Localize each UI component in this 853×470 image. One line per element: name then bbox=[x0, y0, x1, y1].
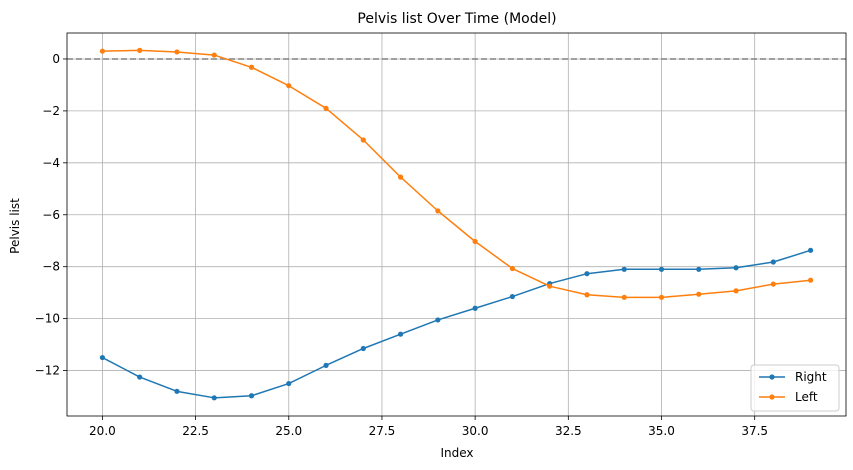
data-point-right bbox=[435, 317, 441, 323]
x-tick-label: 30.0 bbox=[462, 424, 489, 438]
y-tick-label: −6 bbox=[42, 208, 60, 222]
data-point-right bbox=[509, 293, 516, 300]
data-point-left bbox=[807, 277, 814, 283]
x-tick-label: 25.0 bbox=[275, 424, 302, 438]
x-tick-label: 37.5 bbox=[741, 424, 768, 438]
data-point-left bbox=[770, 281, 776, 287]
data-point-left bbox=[435, 208, 441, 214]
legend-label-right: Right bbox=[795, 370, 827, 384]
legend-marker-left bbox=[769, 394, 775, 400]
grid bbox=[67, 33, 846, 416]
data-point-right bbox=[733, 265, 739, 271]
data-point-left bbox=[472, 238, 478, 245]
data-point-right bbox=[211, 395, 217, 401]
data-point-right bbox=[248, 393, 255, 399]
y-tick-label: −12 bbox=[35, 364, 60, 378]
data-point-left bbox=[323, 105, 329, 111]
data-point-right bbox=[397, 331, 404, 337]
data-point-left bbox=[174, 49, 180, 55]
data-point-right bbox=[137, 374, 143, 380]
data-point-right bbox=[99, 354, 106, 361]
data-point-right bbox=[323, 362, 329, 368]
series-layer bbox=[99, 47, 814, 401]
plot-frame bbox=[66, 32, 847, 417]
data-point-left bbox=[696, 291, 702, 297]
x-tick-label: 22.5 bbox=[182, 424, 209, 438]
data-point-right bbox=[472, 305, 478, 311]
data-point-right bbox=[770, 259, 776, 265]
x-tick-label: 20.0 bbox=[89, 424, 116, 438]
y-tick-label: 0 bbox=[52, 52, 60, 66]
x-axis-label: Index bbox=[440, 446, 473, 460]
y-tick-label: −2 bbox=[42, 104, 60, 118]
data-point-right bbox=[658, 266, 665, 272]
legend: Right Left bbox=[750, 364, 840, 412]
data-point-right bbox=[360, 345, 366, 352]
data-point-right bbox=[696, 266, 702, 272]
data-point-right bbox=[286, 380, 292, 387]
series-line-left bbox=[102, 49, 811, 299]
y-tick-label: −10 bbox=[35, 312, 60, 326]
y-tick-label: −8 bbox=[42, 260, 60, 274]
x-axis-ticks: 20.0 22.5 25.0 27.5 30.0 32.5 35.0 37.5 bbox=[89, 416, 768, 438]
data-point-left bbox=[211, 52, 217, 58]
data-point-left bbox=[584, 292, 590, 298]
chart-title: Pelvis list Over Time (Model) bbox=[357, 11, 556, 27]
data-point-left bbox=[658, 294, 665, 300]
data-point-right bbox=[807, 247, 814, 253]
data-point-left bbox=[248, 64, 255, 70]
data-point-left bbox=[286, 83, 292, 89]
data-point-left bbox=[397, 174, 404, 180]
x-tick-label: 27.5 bbox=[369, 424, 396, 438]
data-point-right bbox=[174, 388, 180, 394]
legend-label-left: Left bbox=[795, 390, 818, 404]
data-point-right bbox=[584, 271, 590, 277]
x-tick-label: 32.5 bbox=[555, 424, 582, 438]
x-tick-label: 35.0 bbox=[648, 424, 675, 438]
data-point-left bbox=[137, 47, 143, 53]
legend-marker-right bbox=[769, 374, 775, 380]
y-axis-label: Pelvis list bbox=[8, 198, 22, 254]
data-point-left bbox=[621, 294, 627, 300]
y-axis-ticks: 0 −2 −4 −6 −8 −10 −12 bbox=[35, 52, 67, 378]
data-point-left bbox=[360, 137, 366, 143]
data-point-left bbox=[547, 283, 553, 289]
series-line-right bbox=[102, 249, 811, 399]
y-tick-label: −4 bbox=[42, 156, 60, 170]
data-point-left bbox=[99, 48, 106, 54]
data-point-right bbox=[621, 266, 627, 272]
data-point-left bbox=[509, 265, 516, 272]
data-point-left bbox=[733, 288, 739, 294]
